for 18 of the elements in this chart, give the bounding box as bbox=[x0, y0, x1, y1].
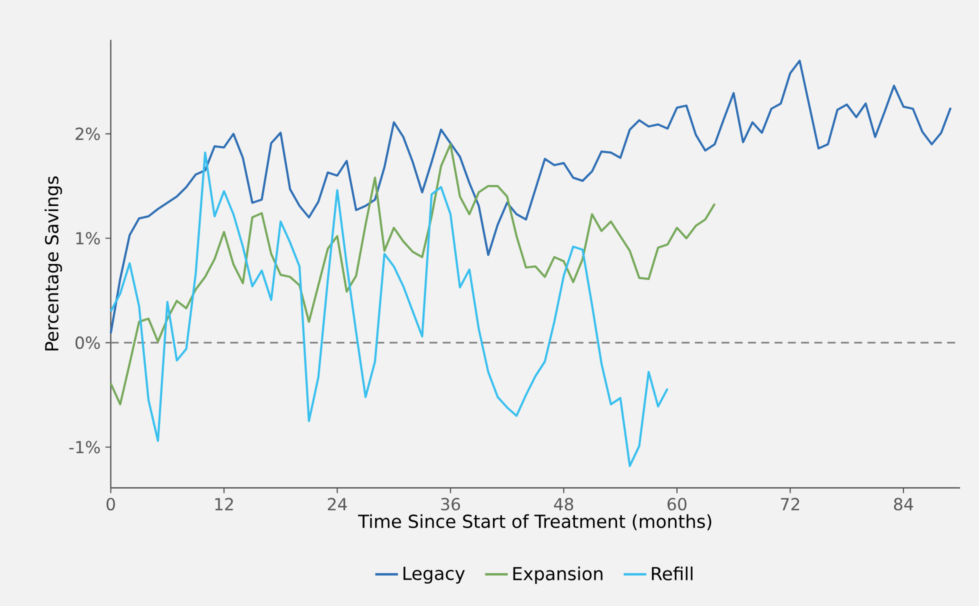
x-tick-label: 84 bbox=[894, 498, 914, 510]
x-tick-label: 12 bbox=[215, 498, 233, 510]
legend-label: Refill bbox=[652, 566, 692, 580]
y-tick-label: 2% bbox=[76, 127, 100, 140]
y-tick-label: -1% bbox=[69, 440, 100, 454]
x-tick-label: 72 bbox=[781, 498, 800, 510]
y-tick-label: 0% bbox=[76, 336, 100, 349]
legend-label: Expansion bbox=[513, 566, 602, 584]
x-tick-label: 48 bbox=[554, 498, 574, 510]
legend-label: Legacy bbox=[404, 566, 465, 584]
x-axis-title: Time Since Start of Treatment (months) bbox=[358, 514, 712, 530]
x-tick-label: 0 bbox=[106, 498, 115, 510]
y-tick-label: 1% bbox=[76, 232, 100, 244]
x-tick-label: 36 bbox=[441, 498, 460, 510]
line-series bbox=[110, 151, 669, 467]
y-axis-title: Percentage Savings bbox=[44, 176, 62, 350]
x-tick-label: 60 bbox=[668, 498, 686, 510]
x-tick-label: 24 bbox=[328, 498, 347, 510]
